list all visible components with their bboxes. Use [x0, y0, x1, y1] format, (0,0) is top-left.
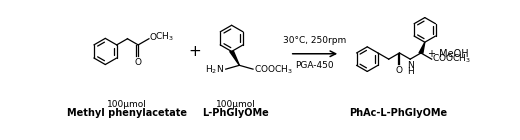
- Text: O: O: [395, 66, 402, 75]
- Text: O: O: [150, 33, 157, 42]
- Text: PhAc-L-PhGlyOMe: PhAc-L-PhGlyOMe: [349, 108, 447, 118]
- Polygon shape: [419, 42, 425, 53]
- Text: H$_2$N: H$_2$N: [205, 64, 224, 76]
- Text: COOCH$_3$: COOCH$_3$: [433, 53, 472, 65]
- Text: L-PhGlyOMe: L-PhGlyOMe: [202, 108, 269, 118]
- Text: O: O: [135, 58, 141, 67]
- Text: 30°C, 250rpm: 30°C, 250rpm: [283, 36, 346, 45]
- Text: 100μmol: 100μmol: [216, 100, 255, 109]
- Text: COOCH$_3$: COOCH$_3$: [254, 64, 293, 76]
- Text: 100μmol: 100μmol: [107, 100, 147, 109]
- Text: +: +: [189, 44, 202, 59]
- Text: H: H: [407, 67, 413, 76]
- Text: CH$_3$: CH$_3$: [155, 31, 174, 43]
- Text: PGA-450: PGA-450: [296, 61, 334, 70]
- Text: Methyl phenylacetate: Methyl phenylacetate: [67, 108, 187, 118]
- Polygon shape: [230, 51, 239, 65]
- Text: N: N: [407, 61, 413, 70]
- Text: + MeOH: + MeOH: [428, 49, 469, 59]
